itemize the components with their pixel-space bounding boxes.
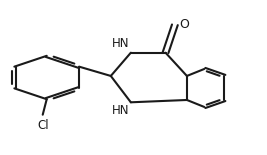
Text: HN: HN [112,37,129,50]
Text: O: O [179,18,189,31]
Text: Cl: Cl [37,119,49,132]
Text: HN: HN [112,104,129,117]
